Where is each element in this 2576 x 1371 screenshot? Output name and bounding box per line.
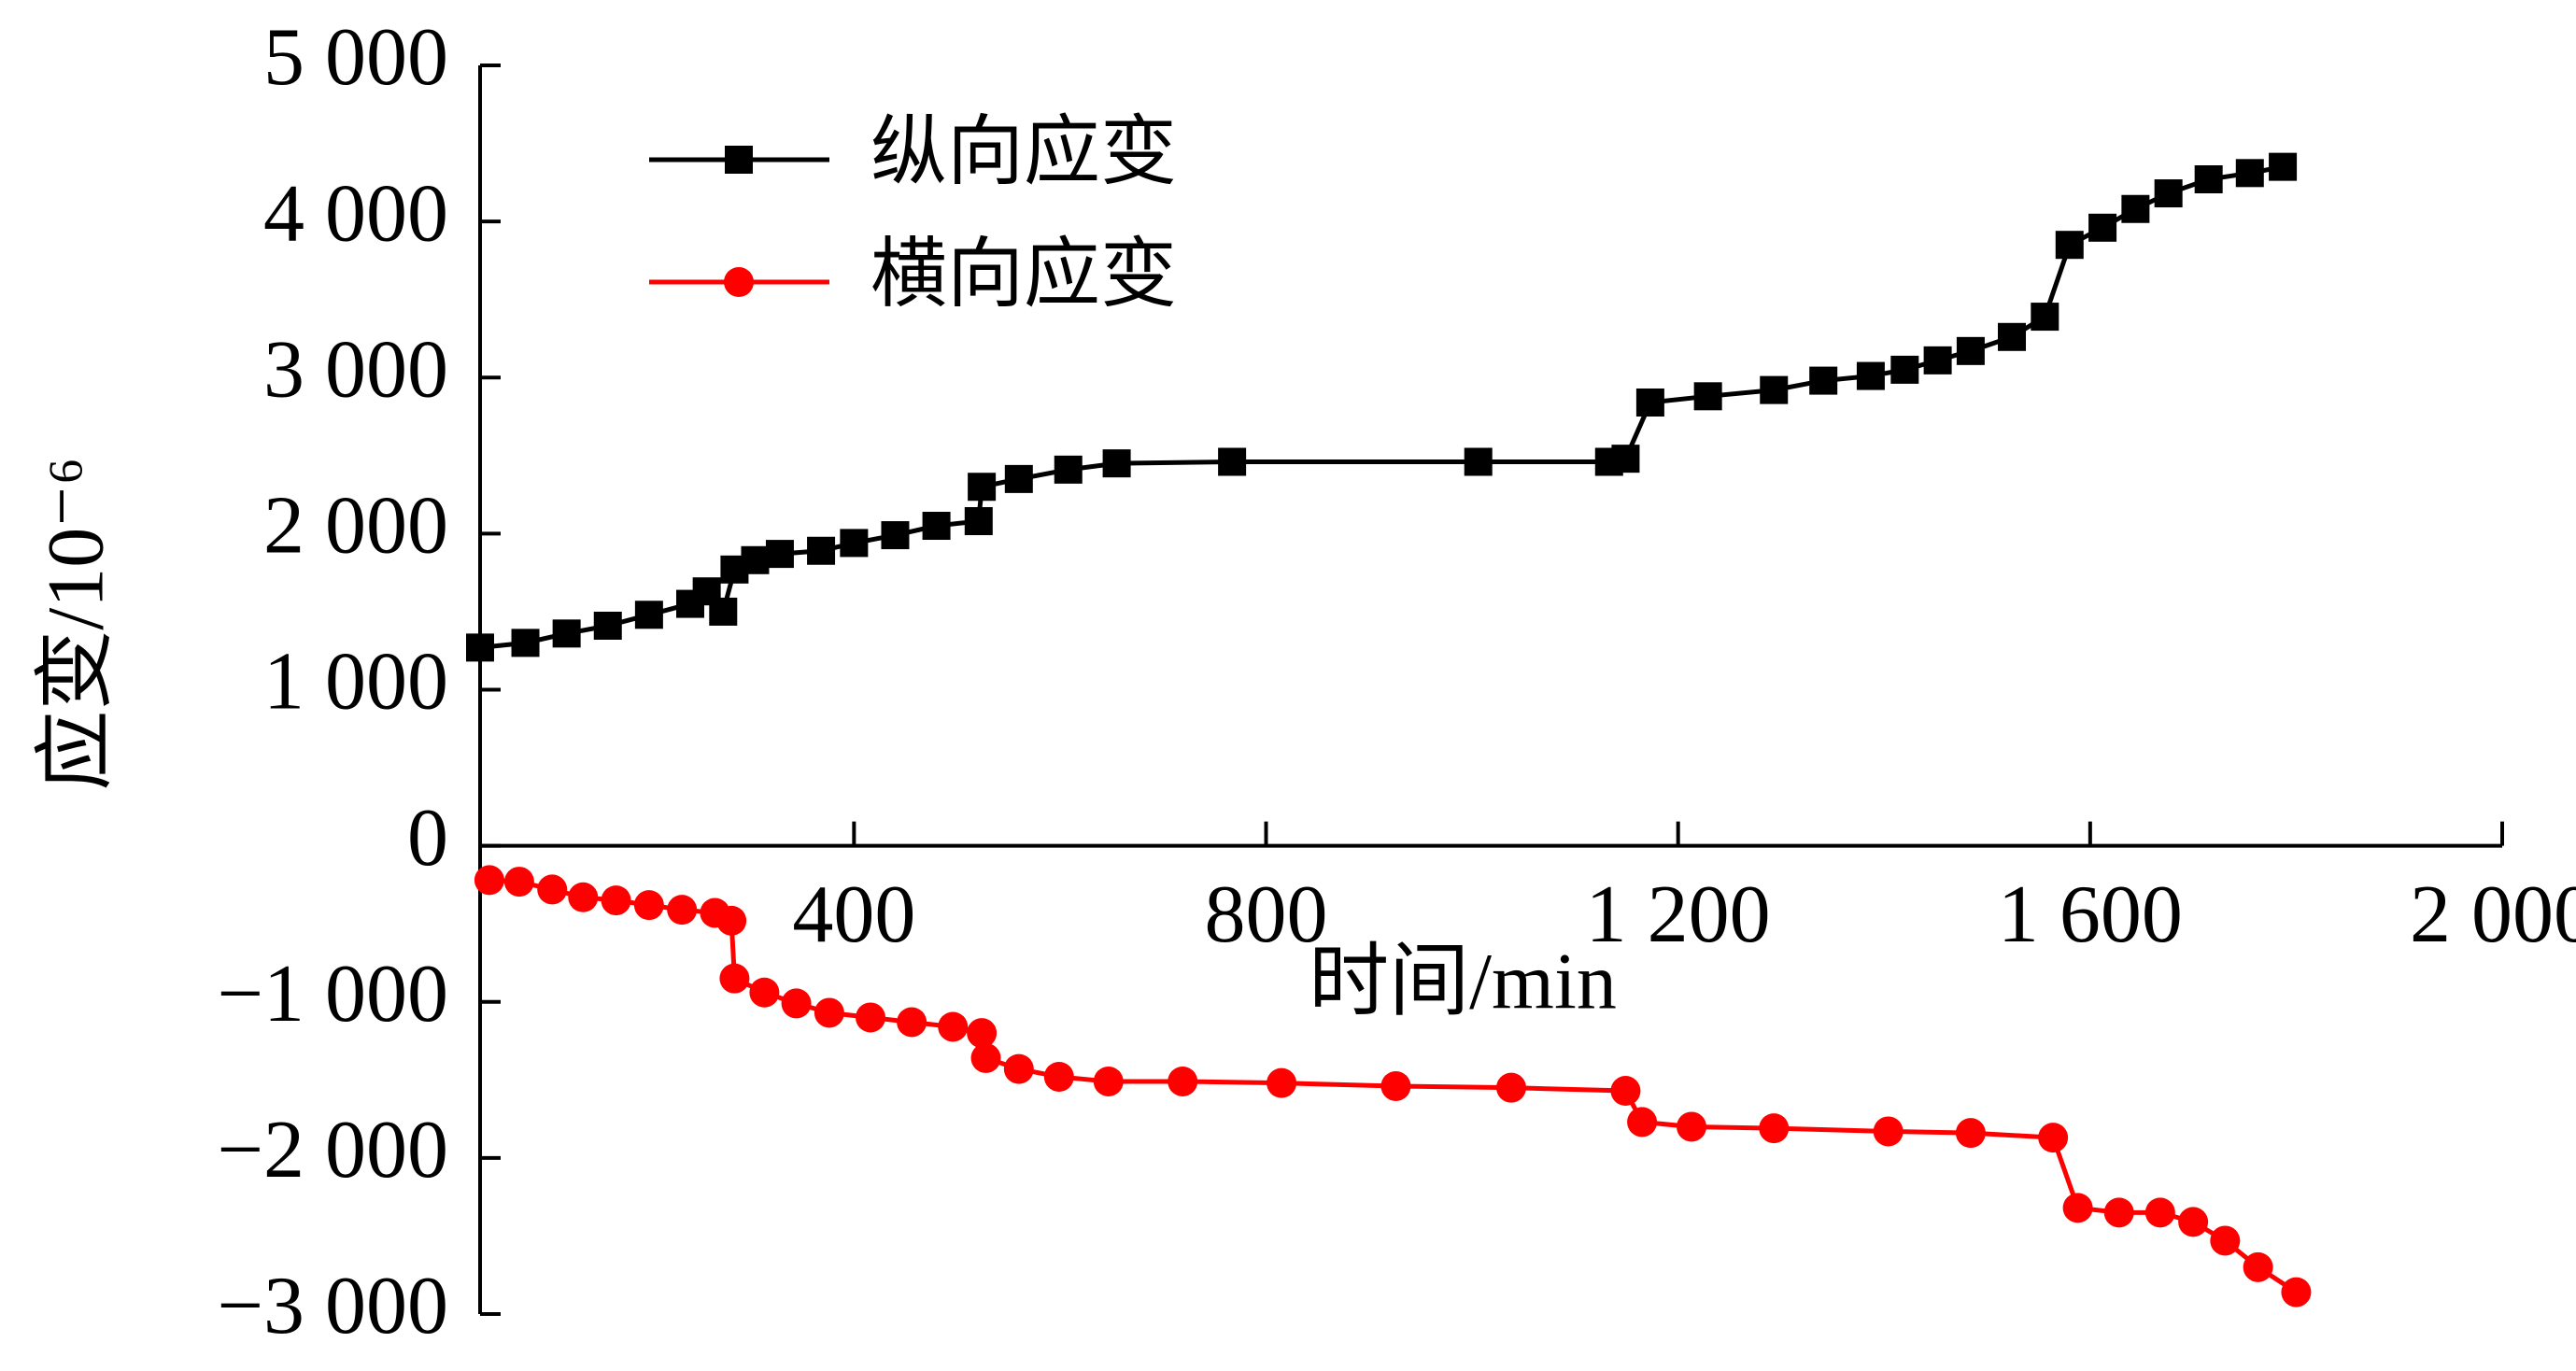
marker xyxy=(2031,303,2059,332)
marker xyxy=(2103,1197,2134,1228)
marker xyxy=(1677,1111,1707,1142)
marker xyxy=(1890,355,1919,384)
marker xyxy=(1627,1107,1658,1138)
marker xyxy=(633,890,664,921)
marker xyxy=(749,977,780,1008)
marker xyxy=(814,997,844,1028)
marker xyxy=(466,633,494,662)
marker xyxy=(781,988,812,1019)
marker xyxy=(1856,361,1885,390)
marker xyxy=(1759,1113,1790,1144)
x-axis-label: 时间/min xyxy=(1309,937,1617,1026)
marker xyxy=(964,507,993,536)
marker xyxy=(2178,1207,2209,1237)
marker xyxy=(1043,1061,1074,1092)
y-tick-label: 0 xyxy=(407,793,448,883)
marker xyxy=(1003,1053,1034,1084)
marker xyxy=(552,619,581,648)
y-tick-label: 3 000 xyxy=(263,324,448,415)
marker xyxy=(968,473,997,502)
marker xyxy=(1760,375,1789,404)
x-tick-label: 800 xyxy=(1205,869,1328,960)
marker xyxy=(2144,1197,2175,1228)
marker xyxy=(1956,336,1985,365)
marker xyxy=(1873,1116,1904,1147)
marker xyxy=(1496,1072,1527,1103)
legend-label: 纵向应变 xyxy=(870,109,1177,194)
legend-label: 横向应变 xyxy=(870,232,1177,317)
x-tick-label: 2 000 xyxy=(2410,869,2576,960)
marker xyxy=(1267,1067,1297,1098)
marker xyxy=(856,1002,886,1033)
marker xyxy=(2038,1123,2069,1153)
marker xyxy=(1102,449,1131,478)
marker xyxy=(970,1042,1001,1073)
marker xyxy=(741,545,770,574)
y-tick-label: −3 000 xyxy=(217,1261,448,1351)
marker xyxy=(2194,165,2223,194)
marker xyxy=(2154,179,2183,208)
marker xyxy=(765,540,794,569)
marker xyxy=(2121,194,2150,223)
marker xyxy=(967,1018,998,1049)
marker xyxy=(2243,1251,2273,1282)
marker xyxy=(474,865,504,896)
marker xyxy=(1998,322,2027,351)
legend-marker xyxy=(724,267,754,297)
marker xyxy=(2062,1193,2093,1223)
marker xyxy=(2088,213,2117,242)
series-line xyxy=(479,164,2284,650)
marker xyxy=(667,895,698,926)
marker xyxy=(537,874,568,905)
marker xyxy=(1635,388,1664,417)
marker xyxy=(719,963,750,994)
x-tick-label: 1 600 xyxy=(1998,869,2183,960)
marker xyxy=(1093,1066,1124,1096)
x-tick-label: 400 xyxy=(792,869,915,960)
marker xyxy=(1923,346,1952,375)
marker xyxy=(1693,382,1722,411)
marker xyxy=(568,882,599,912)
marker xyxy=(1218,447,1247,476)
marker xyxy=(2055,231,2084,260)
marker xyxy=(503,867,534,898)
marker xyxy=(2210,1225,2241,1256)
marker xyxy=(1464,447,1493,476)
marker xyxy=(2269,152,2298,181)
y-tick-label: 2 000 xyxy=(263,481,448,572)
marker xyxy=(922,512,951,541)
marker xyxy=(1611,445,1640,473)
y-tick-label: 4 000 xyxy=(263,168,448,259)
legend-marker xyxy=(725,146,753,174)
x-tick-label: 1 200 xyxy=(1586,869,1771,960)
y-tick-label: −1 000 xyxy=(217,949,448,1039)
marker xyxy=(601,885,631,916)
marker xyxy=(840,529,869,558)
y-tick-label: 1 000 xyxy=(263,637,448,728)
marker xyxy=(938,1011,969,1042)
marker xyxy=(1380,1070,1411,1101)
marker xyxy=(593,611,622,640)
marker xyxy=(511,629,540,657)
marker xyxy=(2235,159,2264,188)
y-tick-label: −2 000 xyxy=(217,1105,448,1195)
marker xyxy=(634,601,663,629)
marker xyxy=(1004,464,1033,493)
marker xyxy=(716,905,747,936)
marker xyxy=(2281,1277,2312,1307)
marker xyxy=(1054,455,1083,484)
marker xyxy=(807,536,836,565)
marker xyxy=(1610,1076,1641,1107)
marker xyxy=(881,521,910,550)
marker xyxy=(1809,366,1838,395)
marker xyxy=(709,597,738,626)
marker xyxy=(1168,1066,1198,1096)
marker xyxy=(897,1007,927,1038)
y-tick-label: 5 000 xyxy=(263,12,448,103)
marker xyxy=(1955,1118,1986,1149)
y-axis-label: 应变/10⁻⁶ xyxy=(31,457,120,790)
